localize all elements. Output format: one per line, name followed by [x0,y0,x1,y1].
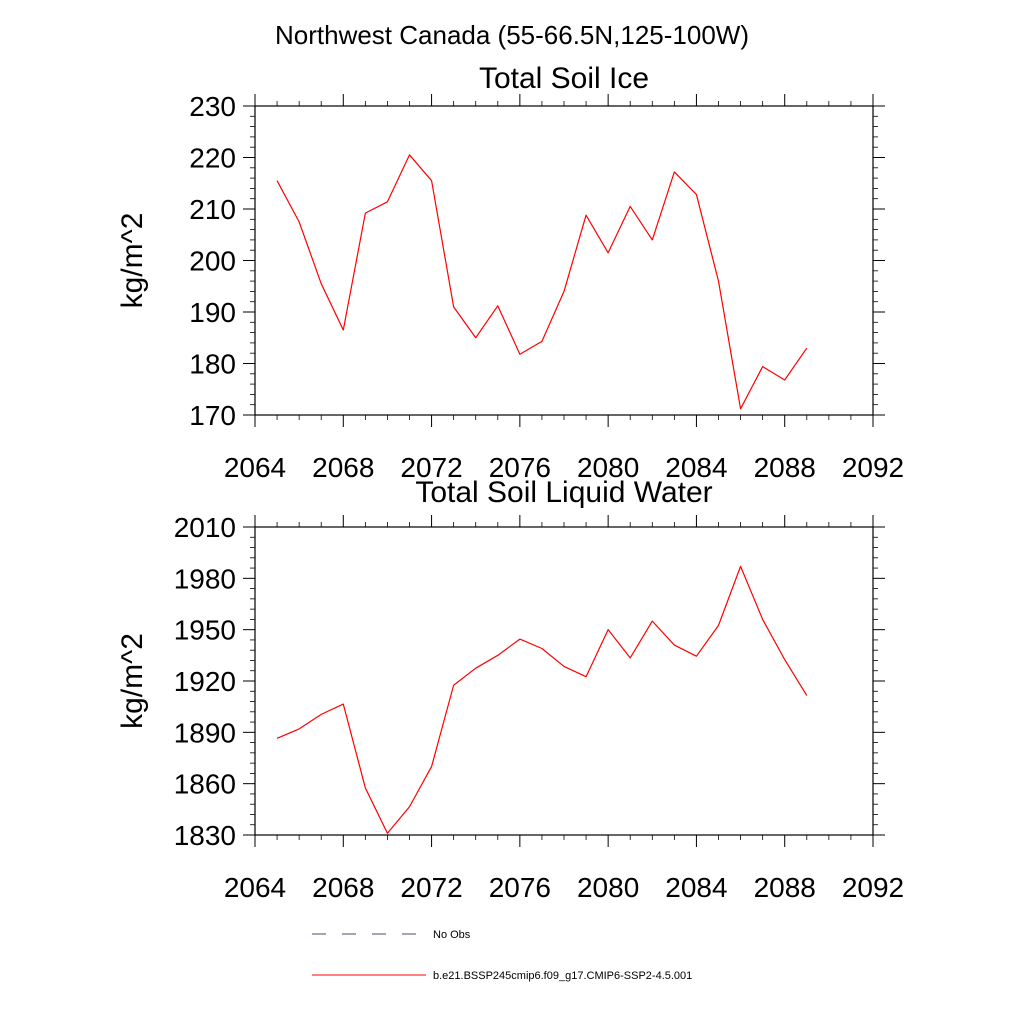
x-tick-label: 2080 [577,872,639,903]
series-line [276,565,808,834]
y-tick-label: 1980 [174,563,236,594]
legend-label: b.e21.BSSP245cmip6.f09_g17.CMIP6-SSP2-4.… [433,970,692,982]
plot-frame [254,105,874,416]
y-tick-label: 1950 [174,615,236,646]
panel-title: Total Soil Ice [479,62,649,95]
x-tick-label: 2068 [312,452,374,483]
x-tick-label: 2064 [224,872,286,903]
y-tick-label: 1920 [174,666,236,697]
y-tick-label: 1830 [174,820,236,851]
plot-frame [254,526,874,836]
y-tick-label: 200 [189,246,236,277]
x-tick-label: 2092 [842,452,904,483]
suptitle: Northwest Canada (55-66.5N,125-100W) [275,20,749,50]
panel-2: Total Soil Liquid Water kg/m^2 2064 2068 207… [116,476,904,903]
panel-title: Total Soil Liquid Water [415,476,712,509]
x-tick-label: 2064 [224,452,286,483]
y-tick-label: 180 [189,349,236,380]
y-tick-label: 230 [189,91,236,122]
y-tick-label: 220 [189,143,236,174]
x-tick-label: 2076 [489,452,551,483]
x-tick-label: 2072 [400,872,462,903]
x-tick-label: 2084 [665,872,727,903]
x-tick-label: 2068 [312,872,374,903]
x-tick-label: 2072 [400,452,462,483]
panels: Total Soil Ice kg/m^2 2064 2068 2072 2076 2080… [116,62,904,903]
x-tick-label: 2088 [754,872,816,903]
y-tick-label: 1890 [174,717,236,748]
x-tick-label: 2076 [489,872,551,903]
x-tick-label: 2088 [754,452,816,483]
series-line [276,154,808,410]
y-axis-label: kg/m^2 [116,633,149,729]
y-tick-label: 190 [189,297,236,328]
legend: No Obs b.e21.BSSP245cmip6.f09_g17.CMIP6-S… [312,929,692,982]
x-tick-label: 2084 [665,452,727,483]
x-tick-label: 2080 [577,452,639,483]
y-tick-label: 210 [189,194,236,225]
y-axis-label: kg/m^2 [116,213,149,309]
y-tick-label: 2010 [174,512,236,543]
y-tick-label: 170 [189,400,236,431]
x-tick-label: 2092 [842,872,904,903]
panel-1: Total Soil Ice kg/m^2 2064 2068 2072 2076 2080… [116,62,904,483]
legend-label: No Obs [433,929,471,941]
y-tick-label: 1860 [174,769,236,800]
